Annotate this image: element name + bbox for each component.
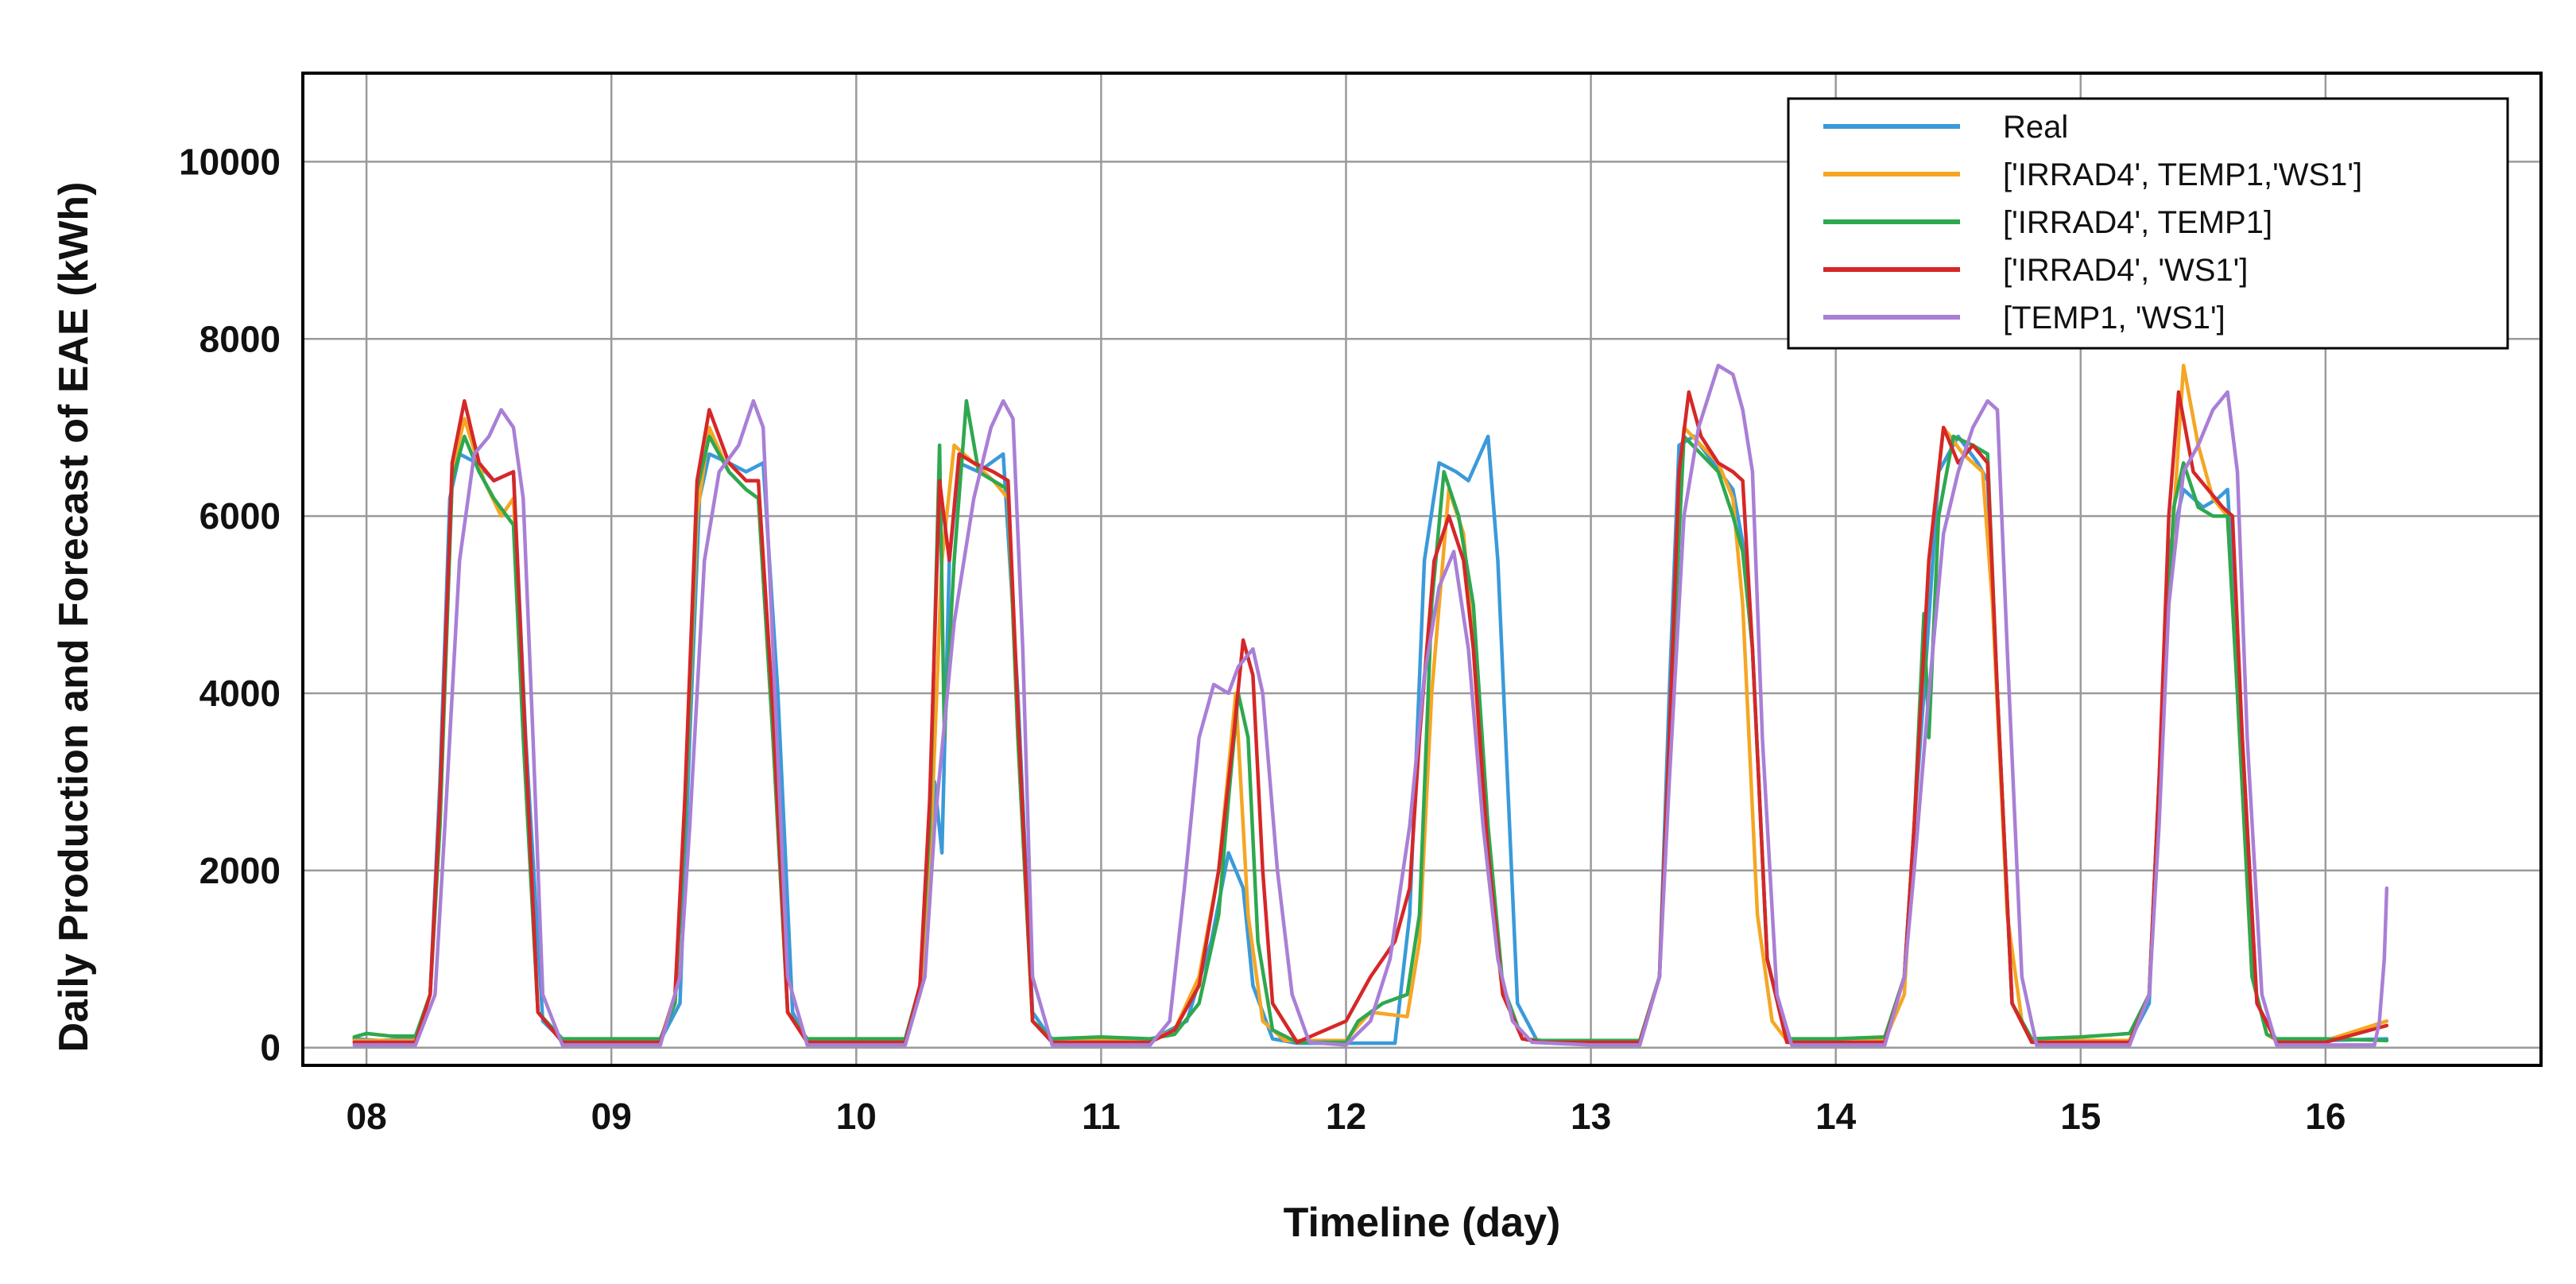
x-tick-label: 14 xyxy=(1815,1096,1857,1137)
y-tick-label: 8000 xyxy=(199,318,281,359)
x-axis-title: Timeline (day) xyxy=(1284,1200,1561,1246)
legend-label: [TEMP1, 'WS1'] xyxy=(2003,301,2225,336)
y-tick-label: 2000 xyxy=(199,850,281,891)
y-axis-tick-labels: 0 2000 4000 6000 8000 10000 xyxy=(179,141,281,1068)
x-tick-label: 15 xyxy=(2060,1096,2101,1137)
plot-area-frame xyxy=(301,72,2543,1067)
series-line xyxy=(352,363,2389,1043)
series-line xyxy=(352,434,2389,1045)
legend-label: ['IRRAD4', TEMP1] xyxy=(2003,205,2272,240)
x-axis-tick-labels: 08 09 10 11 12 13 14 15 16 xyxy=(347,1096,2346,1137)
legend-label: ['IRRAD4', TEMP1,'WS1'] xyxy=(2003,157,2362,192)
legend-label: Real xyxy=(2003,110,2068,145)
x-tick-label: 16 xyxy=(2305,1096,2346,1137)
x-tick-label: 12 xyxy=(1326,1096,1366,1137)
x-tick-label: 10 xyxy=(836,1096,877,1137)
y-tick-label: 0 xyxy=(260,1027,281,1069)
legend-label: ['IRRAD4', 'WS1'] xyxy=(2003,253,2248,288)
series-lines xyxy=(352,363,2389,1047)
series-line xyxy=(352,363,2389,1047)
x-tick-label: 08 xyxy=(347,1096,387,1137)
x-tick-label: 09 xyxy=(591,1096,632,1137)
series-line xyxy=(352,399,2389,1045)
legend: Real ['IRRAD4', TEMP1,'WS1'] ['IRRAD4', TE… xyxy=(1787,97,2509,350)
x-tick-label: 13 xyxy=(1571,1096,1611,1137)
series-line xyxy=(352,390,2389,1045)
y-axis-title: Daily Production and Forecast of EAE (kW… xyxy=(51,182,97,1053)
y-tick-label: 6000 xyxy=(199,495,281,537)
y-tick-label: 10000 xyxy=(179,141,281,182)
x-tick-label: 11 xyxy=(1082,1096,1121,1137)
y-tick-label: 4000 xyxy=(199,673,281,714)
legend-items: Real ['IRRAD4', TEMP1,'WS1'] ['IRRAD4', TE… xyxy=(1823,110,2362,336)
